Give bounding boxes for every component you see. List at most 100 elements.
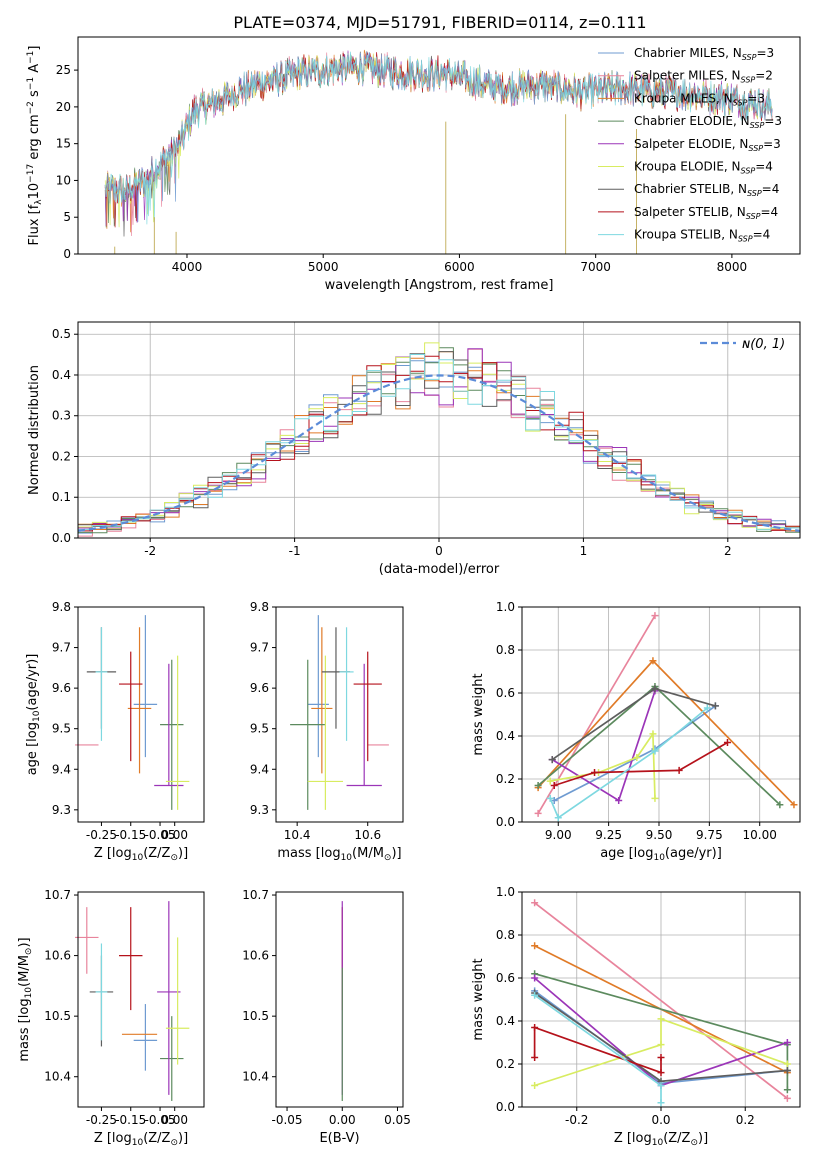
- weight-series: [549, 707, 708, 819]
- weight-marker: [657, 1082, 665, 1089]
- weight-marker: [651, 612, 659, 620]
- y-axis-label: mass weight: [471, 958, 486, 1040]
- panel-age-vs-mass: 10.4 10.6 9.3 9.4 9.5 9.6 9.7 9.8 mass [log10(M/…: [250, 600, 404, 863]
- panel-mass-weight-vs-Z: -0.2 0.0 0.2 0.0 0.2 0.4 0.6 0.8 1.0 Z [log10(Z/Z…: [471, 885, 801, 1148]
- weight-marker: [550, 781, 558, 789]
- weight-series: [537, 615, 656, 814]
- weight-marker: [548, 756, 556, 764]
- y-tick-label: 10: [56, 173, 71, 187]
- plot-area: [75, 901, 190, 1101]
- x-tick-label: 8000: [717, 260, 748, 274]
- x-tick-label: 0.05: [384, 1113, 411, 1127]
- figure-title: PLATE=0374, MJD=51791, FIBERID=0114, z=0…: [233, 13, 646, 32]
- y-tick-label: 9.6: [250, 681, 269, 695]
- x-tick-label: -0.05: [272, 1113, 303, 1127]
- y-tick-label: 5: [63, 210, 71, 224]
- y-tick-label: 0.0: [496, 815, 515, 829]
- y-tick-label: 9.5: [250, 722, 269, 736]
- legend-label: Chabrier MILES, NSSP=3: [634, 46, 774, 62]
- x-tick-label: -0.05: [145, 1113, 176, 1127]
- weight-series: [534, 1017, 788, 1087]
- y-tick-label: 9.8: [250, 600, 269, 614]
- weight-series: [551, 690, 656, 802]
- axes-frame: [521, 606, 801, 823]
- panel-spectrum: Chabrier MILES, NSSP=3 Salpeter MILES, NS…: [26, 36, 801, 293]
- x-axis-label: wavelength [Angstrom, rest frame]: [325, 278, 554, 293]
- axes-frame: [77, 891, 205, 1108]
- legend-label: Salpeter ELODIE, NSSP=3: [634, 137, 781, 153]
- x-tick-label: -0.05: [145, 828, 176, 842]
- y-tick-label: 0.6: [496, 971, 515, 985]
- y-tick-label: 0.0: [496, 1100, 515, 1114]
- x-tick-label: 7000: [580, 260, 611, 274]
- legend-label: Chabrier ELODIE, NSSP=3: [634, 114, 782, 130]
- weight-marker: [531, 1023, 539, 1031]
- y-tick-label: 0.4: [52, 368, 71, 382]
- x-tick-label: 10.00: [743, 828, 777, 842]
- panel-mass-weight-vs-age: 9.00 9.25 9.50 9.75 10.00 0.0 0.2 0.4 0.6 0.8 1.0 a…: [471, 600, 801, 863]
- y-tick-label: 10.5: [44, 1009, 71, 1023]
- x-axis-label: Z [log10(Z/Z⊙)]: [94, 846, 188, 863]
- x-tick-label: 0.0: [651, 1113, 670, 1127]
- x-tick-label: 5000: [308, 260, 339, 274]
- y-tick-label: 0.0: [52, 531, 71, 545]
- weight-marker: [651, 685, 659, 693]
- legend-label: Salpeter MILES, NSSP=2: [634, 69, 773, 85]
- y-tick-label: 0: [63, 247, 71, 261]
- weight-marker: [649, 730, 657, 738]
- weight-marker: [711, 702, 719, 710]
- y-tick-label: 15: [56, 137, 71, 151]
- x-tick-label: 0.2: [736, 1113, 755, 1127]
- y-tick-label: 10.6: [44, 949, 71, 963]
- x-tick-label: 9.50: [646, 828, 673, 842]
- weight-marker: [703, 704, 711, 712]
- weight-series: [533, 1026, 662, 1074]
- weight-marker: [531, 1054, 539, 1062]
- weight-marker: [723, 738, 731, 746]
- weight-marker: [776, 801, 784, 809]
- legend-label: Kroupa ELODIE, NSSP=4: [634, 160, 773, 176]
- y-tick-label: 10.4: [44, 1070, 71, 1084]
- y-axis-label: Normed distribution: [27, 365, 42, 495]
- legend-label: Salpeter STELIB, NSSP=4: [634, 205, 778, 221]
- weight-marker: [675, 766, 683, 774]
- y-tick-label: 9.4: [250, 762, 269, 776]
- y-axis-label: Flux [fλ10−17 erg cm−2 s−1 A−1]: [26, 46, 44, 246]
- y-tick-label: 0.8: [496, 928, 515, 942]
- y-tick-label: 9.3: [250, 803, 269, 817]
- x-axis-label: mass [log10(M/M⊙)]: [277, 846, 401, 863]
- y-tick-label: 9.7: [52, 641, 71, 655]
- x-tick-label: -0.15: [115, 1113, 146, 1127]
- x-axis-label: Z [log10(Z/Z⊙)]: [94, 1131, 188, 1148]
- histogram-series: [78, 354, 800, 531]
- y-tick-label: 20: [56, 100, 71, 114]
- x-tick-label: -2: [144, 544, 156, 558]
- axes-frame: [275, 606, 404, 823]
- y-tick-label: 9.5: [52, 722, 71, 736]
- weight-marker: [615, 797, 623, 804]
- panel-mass-vs-EBV: -0.05 0.00 0.05 10.4 10.5 10.6 10.7 E(B-V): [242, 888, 411, 1146]
- y-tick-label: 10.5: [242, 1009, 269, 1023]
- plot-area: [290, 615, 389, 810]
- plot-area: [531, 899, 791, 1107]
- weight-marker: [783, 1060, 791, 1068]
- y-tick-label: 0.4: [496, 729, 515, 743]
- y-tick-label: 1.0: [496, 600, 515, 614]
- y-tick-label: 0.2: [496, 772, 515, 786]
- legend-label: Chabrier STELIB, NSSP=4: [634, 182, 779, 198]
- y-tick-label: 10.4: [242, 1070, 269, 1084]
- x-tick-label: 10.4: [284, 828, 311, 842]
- y-tick-label: 25: [56, 63, 71, 77]
- x-tick-label: 1: [580, 544, 588, 558]
- weight-marker: [554, 814, 562, 822]
- x-axis-label: age [log10(age/yr)]: [600, 846, 722, 863]
- y-tick-label: 0.5: [52, 327, 71, 341]
- normal-curve: [77, 374, 801, 532]
- x-tick-label: -0.25: [86, 1113, 117, 1127]
- weight-marker: [657, 1069, 665, 1077]
- y-axis-label: mass weight: [471, 673, 486, 755]
- y-tick-label: 10.6: [242, 949, 269, 963]
- x-tick-label: -0.15: [115, 828, 146, 842]
- y-axis-label: mass [log10(M/M⊙)]: [17, 937, 34, 1061]
